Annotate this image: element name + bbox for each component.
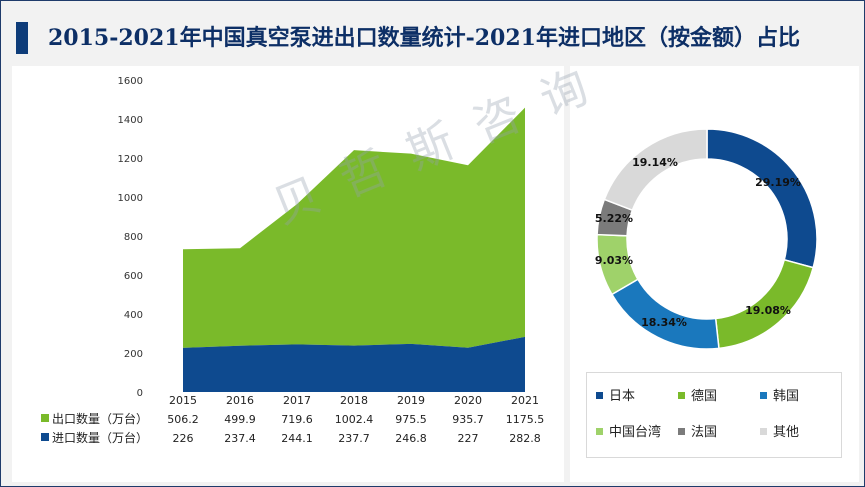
table-legend-swatch — [41, 433, 49, 441]
legend-label: 法国 — [691, 425, 718, 440]
import-table-row-label: 进口数量（万台） — [52, 430, 148, 445]
x-tick-label: 2017 — [283, 394, 311, 407]
legend-label: 韩国 — [773, 389, 800, 404]
x-tick-label: 2016 — [226, 394, 254, 407]
legend-label: 德国 — [691, 389, 718, 404]
legend-swatch — [596, 392, 603, 399]
legend-label: 日本 — [609, 389, 636, 404]
chart-title: 2015-2021年中国真空泵进出口数量统计-2021年进口地区（按金额）占比 — [48, 25, 800, 51]
donut-legend — [586, 372, 842, 458]
legend-label: 其他 — [773, 425, 800, 440]
x-tick-label: 2015 — [169, 394, 197, 407]
export-area — [183, 107, 525, 348]
legend-item: 德国 — [678, 389, 717, 405]
legend-label: 中国台湾 — [609, 425, 662, 440]
import-table-row-value: 237.7 — [338, 432, 370, 445]
y-tick-label: 600 — [124, 271, 143, 282]
import-table-row-value: 244.1 — [281, 432, 313, 445]
y-tick-label: 1600 — [118, 76, 143, 87]
legend-swatch — [678, 392, 685, 399]
export-table-row-value: 1002.4 — [335, 413, 374, 426]
import-table-row-value: 226 — [173, 432, 194, 445]
table-legend-swatch — [41, 414, 49, 422]
legend-swatch — [760, 392, 767, 399]
x-tick-label: 2020 — [454, 394, 482, 407]
legend-swatch — [596, 428, 603, 435]
export-table-row-label: 出口数量（万台） — [52, 411, 148, 426]
legend-item: 法国 — [678, 425, 717, 441]
export-table-row-value: 935.7 — [452, 413, 484, 426]
legend-swatch — [678, 428, 685, 435]
import-table-row-value: 246.8 — [395, 432, 427, 445]
export-table-row-value: 975.5 — [395, 413, 427, 426]
legend-swatch — [760, 428, 767, 435]
y-tick-label: 800 — [124, 232, 143, 243]
y-tick-label: 400 — [124, 310, 143, 321]
export-table-row-value: 719.6 — [281, 413, 313, 426]
y-tick-label: 0 — [137, 388, 143, 399]
legend-item: 韩国 — [760, 389, 799, 405]
legend-item: 日本 — [596, 389, 635, 405]
legend-item: 其他 — [760, 425, 799, 441]
y-tick-label: 1000 — [118, 193, 143, 204]
y-tick-label: 1400 — [118, 115, 143, 126]
x-tick-label: 2019 — [397, 394, 425, 407]
import-table-row-value: 282.8 — [509, 432, 541, 445]
y-tick-label: 1200 — [118, 154, 143, 165]
title-accent-bar — [16, 22, 28, 54]
export-table-row-value: 1175.5 — [506, 413, 545, 426]
export-table-row-value: 499.9 — [224, 413, 256, 426]
export-table-row-value: 506.2 — [167, 413, 199, 426]
import-table-row-value: 227 — [458, 432, 479, 445]
x-tick-label: 2018 — [340, 394, 368, 407]
import-table-row-value: 237.4 — [224, 432, 256, 445]
legend-item: 中国台湾 — [596, 425, 661, 441]
y-tick-label: 200 — [124, 349, 143, 360]
x-tick-label: 2021 — [511, 394, 539, 407]
import-area — [183, 336, 525, 392]
